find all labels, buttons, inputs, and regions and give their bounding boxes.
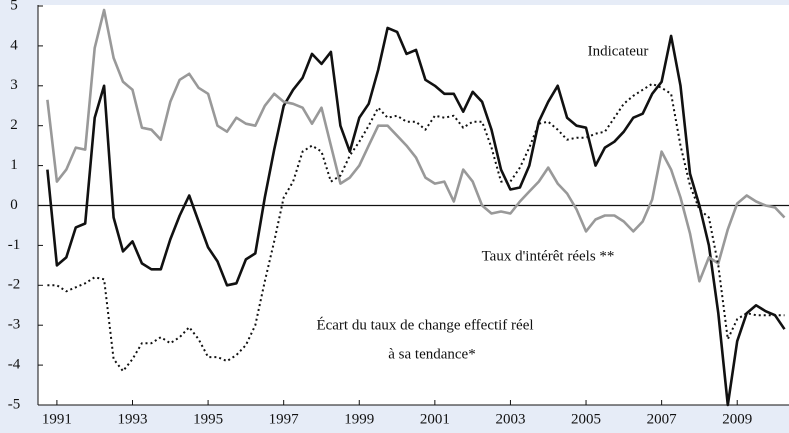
x-tick-label: 2001: [420, 411, 450, 427]
annotation: à sa tendance*: [388, 346, 475, 362]
y-tick-label: -3: [8, 317, 21, 333]
series-line: [46, 8, 786, 283]
x-tick-label: 2005: [571, 411, 601, 427]
x-tick-label: 2003: [495, 411, 525, 427]
annotation: Indicateur: [588, 43, 649, 59]
y-tick-label: 2: [10, 117, 18, 133]
y-tick-label: 1: [10, 157, 18, 173]
y-tick-label: 5: [10, 0, 18, 13]
y-tick-label: 4: [10, 37, 18, 53]
annotation: Écart du taux de change effectif réel: [316, 316, 533, 333]
x-tick-label: 1995: [193, 411, 223, 427]
y-tick-label: -1: [8, 237, 21, 253]
x-tick-label: 1991: [42, 411, 72, 427]
x-tick-label: 1997: [269, 411, 300, 427]
x-tick-label: 1999: [344, 411, 374, 427]
annotation: Taux d'intérêt réels **: [482, 248, 615, 264]
series-line: [46, 26, 786, 407]
y-tick-label: 3: [10, 77, 18, 93]
x-tick-label: 1993: [117, 411, 147, 427]
x-tick-label: 2009: [722, 411, 752, 427]
y-tick-label: 0: [10, 197, 18, 213]
y-tick-label: -4: [8, 357, 21, 373]
x-tick-label: 2007: [647, 411, 678, 427]
y-tick-label: -2: [8, 277, 21, 293]
y-tick-label: -5: [8, 396, 21, 412]
